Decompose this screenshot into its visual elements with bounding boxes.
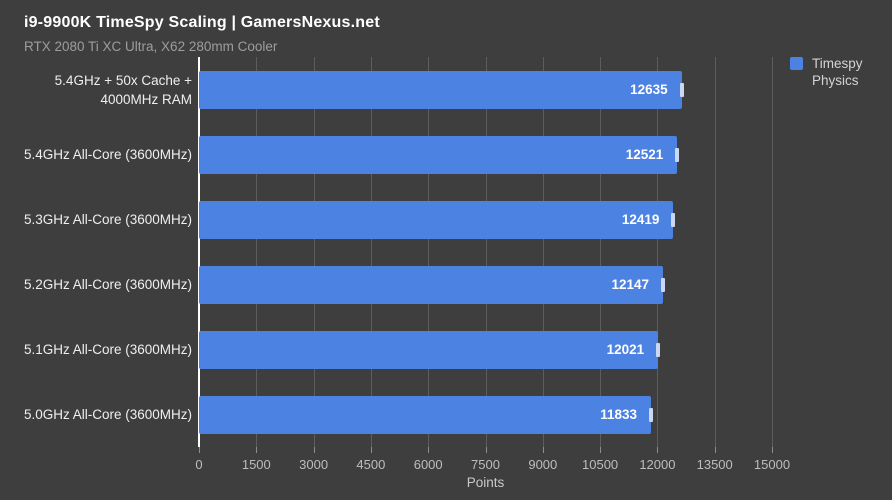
legend-label-line2: Physics	[812, 73, 859, 88]
x-axis-tick-mark	[199, 447, 200, 453]
category-labels: 5.4GHz + 50x Cache + 4000MHz RAM 5.4GHz A…	[8, 57, 192, 447]
x-axis-tick-label: 7500	[471, 457, 500, 472]
x-axis-tick-mark	[600, 447, 602, 453]
data-bar: 12147	[199, 265, 665, 304]
gridline	[370, 57, 372, 447]
error-bar-tick	[671, 212, 676, 227]
category-label: 5.0GHz All-Core (3600MHz)	[23, 407, 192, 422]
x-axis-title: Points	[466, 475, 505, 490]
bar-value-label: 12147	[611, 277, 649, 292]
bar-value-label: 12635	[630, 82, 668, 97]
category-label: 5.4GHz + 50x Cache + 4000MHz RAM	[54, 72, 192, 107]
gridline	[714, 57, 716, 447]
data-bar: 12521	[199, 135, 680, 174]
legend: Timespy Physics	[790, 55, 863, 89]
chart-subtitle: RTX 2080 Ti XC Ultra, X62 280mm Cooler	[24, 39, 278, 54]
data-bar: 12021	[199, 330, 661, 369]
x-axis-tick-mark	[772, 447, 773, 453]
data-bar: 12635	[199, 70, 684, 109]
zero-axis-line	[198, 57, 200, 447]
data-bar: 12419	[199, 200, 676, 239]
category-label: 5.4GHz All-Core (3600MHz)	[23, 147, 192, 162]
legend-label-line1: Timespy	[812, 56, 863, 71]
gridline	[657, 57, 659, 447]
legend-swatch-icon	[790, 57, 803, 70]
error-bar-tick	[675, 147, 680, 162]
x-axis-tick-label: 13500	[696, 457, 733, 472]
x-axis-tick-label: 3000	[299, 457, 329, 472]
bar-value-label: 12021	[606, 342, 645, 357]
bar-row: 12419	[199, 187, 772, 252]
x-axis-tick-label: 1500	[241, 457, 271, 472]
x-axis-tick-label: 10500	[582, 457, 619, 472]
error-bar-tick	[649, 407, 654, 422]
x-axis-tick-label: 0	[195, 457, 203, 472]
data-bar: 11833	[199, 395, 654, 434]
x-axis-tick-mark	[542, 447, 544, 453]
x-axis-tick-label: 9000	[528, 457, 558, 472]
bar-row: 12635	[199, 57, 772, 122]
gridline	[428, 57, 430, 447]
bar-value-label: 12521	[625, 147, 664, 162]
x-axis-tick-label: 6000	[413, 457, 443, 472]
chart-title: i9-9900K TimeSpy Scaling | GamersNexus.n…	[24, 14, 380, 31]
gridline	[542, 57, 544, 447]
bar-row: 12021	[199, 317, 772, 382]
bar-value-label: 12419	[621, 212, 660, 227]
plot-area: 12635 12521 12419 12147 12021 11833 0 1500 3000…	[195, 57, 790, 490]
error-bar-tick	[661, 277, 665, 292]
category-label: 5.2GHz All-Core (3600MHz)	[23, 277, 192, 292]
x-axis-tick-mark	[256, 447, 258, 453]
gridline	[772, 57, 773, 447]
bar-row: 12147	[199, 252, 772, 317]
gridline	[256, 57, 258, 447]
error-bar-tick	[679, 82, 684, 97]
bar-value-label: 11833	[600, 407, 638, 422]
x-axis-tick-mark	[714, 447, 716, 453]
bar-rows: 12635 12521 12419 12147 12021 11833	[199, 57, 772, 447]
category-label: 5.1GHz All-Core (3600MHz)	[23, 342, 192, 357]
bar-row: 12521	[199, 122, 772, 187]
bar-row: 11833	[199, 382, 772, 447]
legend-label: Timespy Physics	[812, 55, 863, 89]
gridline	[600, 57, 602, 447]
category-label: 5.3GHz All-Core (3600MHz)	[23, 212, 192, 227]
x-axis-tick-label: 4500	[356, 457, 386, 472]
x-axis-tick-label: 15000	[753, 457, 791, 472]
x-axis-tick-mark	[657, 447, 659, 453]
x-axis-tick-mark	[313, 447, 315, 453]
x-axis-tick-mark	[428, 447, 430, 453]
gridline	[313, 57, 315, 447]
error-bar-tick	[656, 342, 661, 357]
gridline	[485, 57, 487, 447]
x-axis-tick-label: 12000	[639, 457, 676, 472]
x-axis-tick-mark	[370, 447, 372, 453]
x-axis-tick-mark	[485, 447, 487, 453]
